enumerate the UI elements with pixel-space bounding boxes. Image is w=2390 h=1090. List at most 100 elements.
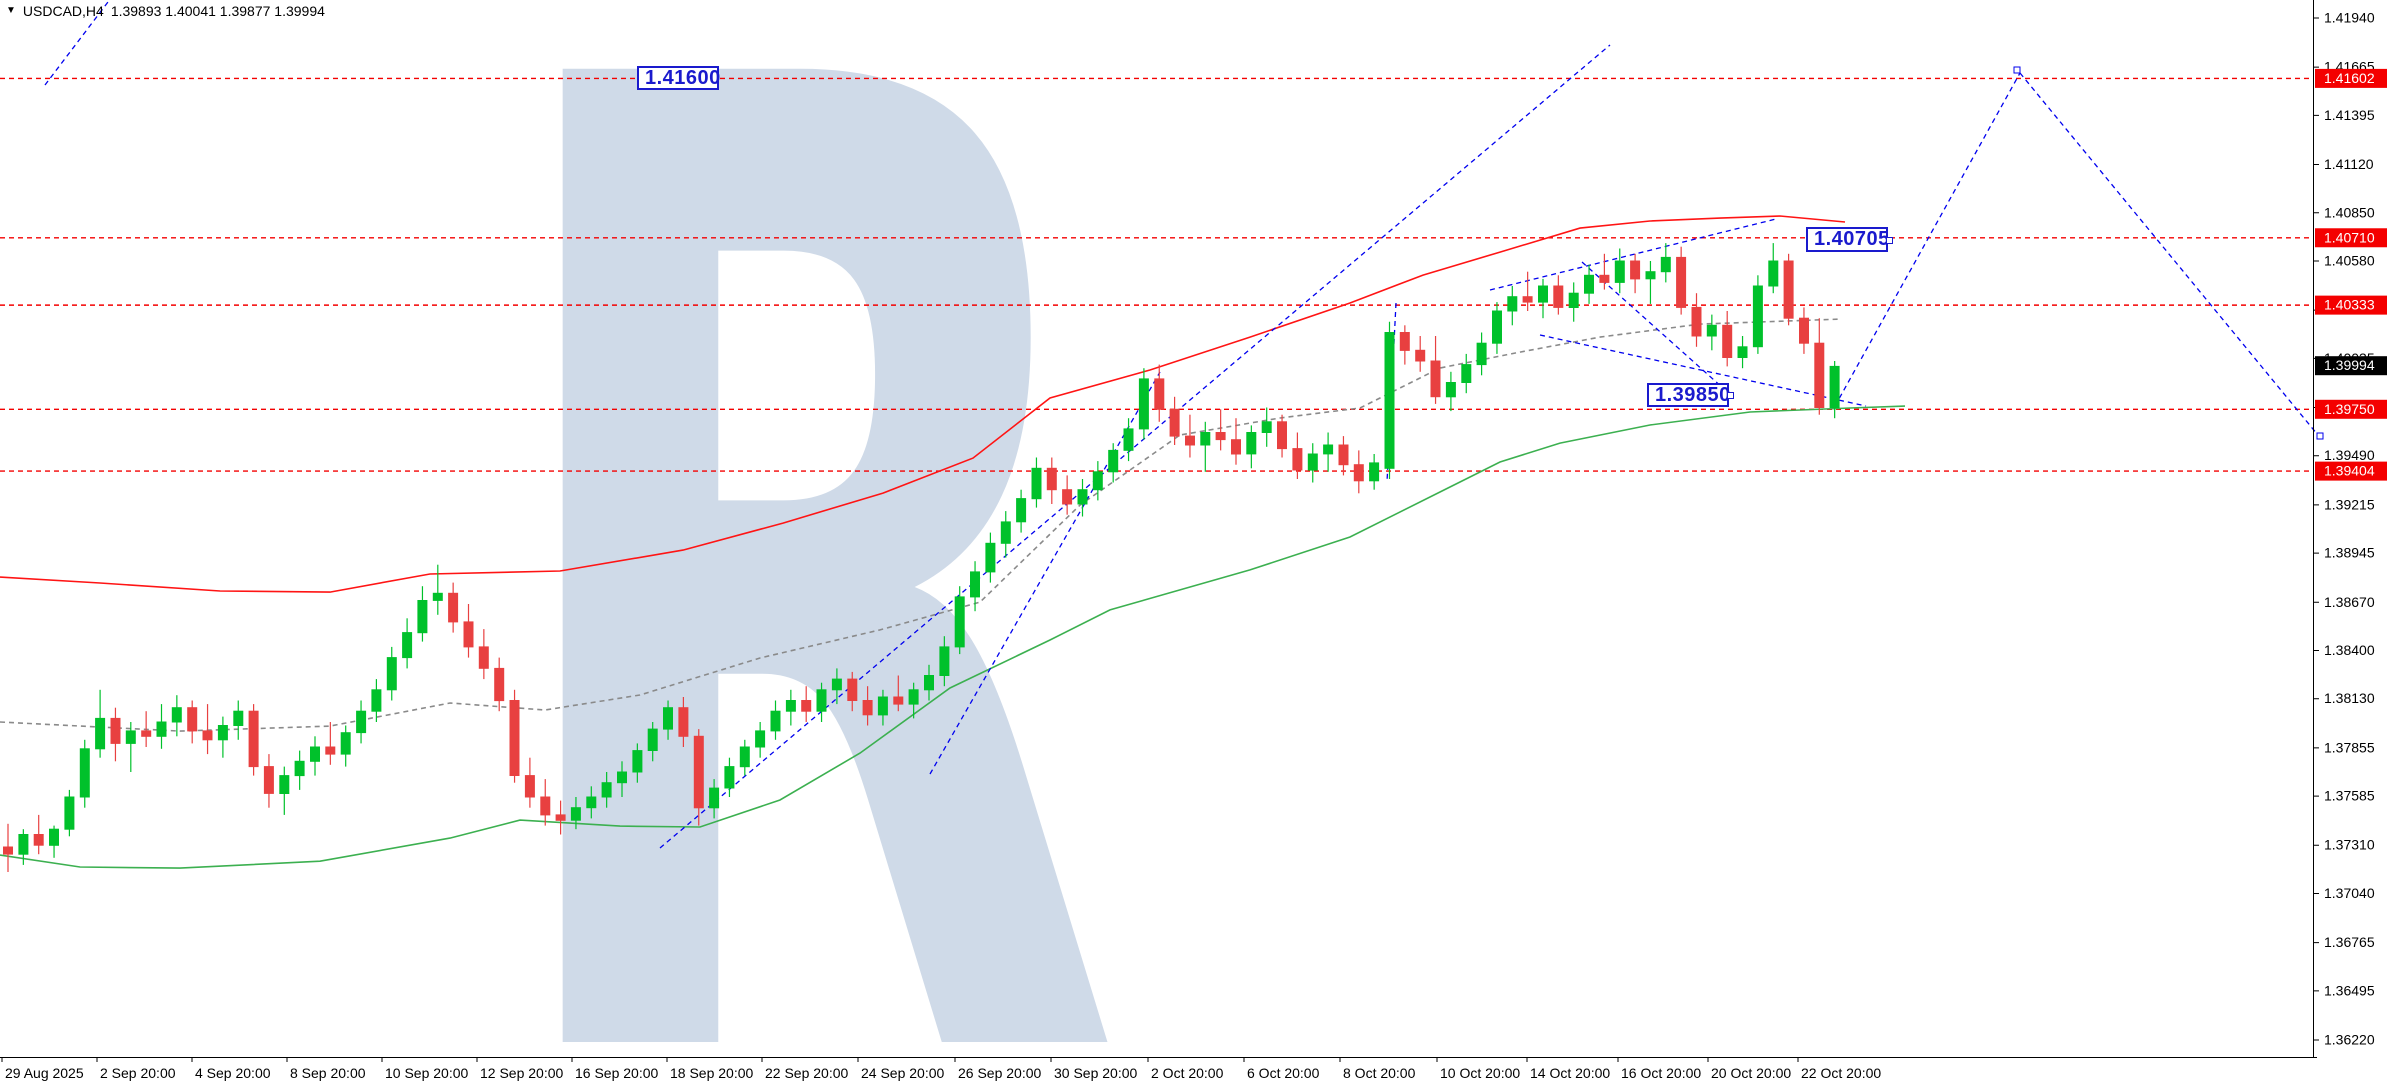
y-axis-label: 1.41120	[2324, 156, 2374, 172]
candle-body	[709, 787, 720, 809]
x-axis-label: 22 Sep 20:00	[765, 1065, 849, 1081]
x-axis-label: 14 Oct 20:00	[1530, 1065, 1610, 1081]
ma-upper-red	[0, 215, 1846, 593]
x-axis-label: 29 Aug 2025	[5, 1065, 84, 1081]
y-axis-label: 1.40850	[2324, 204, 2375, 220]
price-scale[interactable]	[2314, 0, 2390, 1057]
candle-body	[1783, 260, 1794, 319]
trendline[interactable]	[1834, 72, 2021, 407]
symbol-label: USDCAD,H4	[22, 3, 104, 19]
candle-body	[1507, 296, 1518, 312]
trendline[interactable]	[1539, 334, 1867, 407]
y-axis-label: 1.39490	[2324, 447, 2375, 463]
candle-body	[1154, 378, 1165, 410]
chart-title: ▼ USDCAD,H4 1.39893 1.40041 1.39877 1.39…	[6, 3, 325, 19]
candle-body	[570, 807, 581, 821]
price-annotation-1.41600[interactable]: 1.41600	[637, 66, 720, 90]
candle-body	[877, 696, 888, 716]
candle-body	[893, 696, 904, 705]
candle-body	[1568, 292, 1579, 309]
price-annotation-1.39850[interactable]: 1.39850	[1647, 383, 1734, 407]
y-axis-label: 1.41395	[2324, 107, 2375, 123]
candle-body	[770, 710, 781, 732]
candle-body	[233, 710, 244, 727]
x-axis-label: 10 Oct 20:00	[1440, 1065, 1520, 1081]
candle-body	[432, 592, 443, 601]
candle-body	[356, 710, 367, 734]
candle-body	[1200, 432, 1211, 446]
candle-body	[187, 707, 198, 732]
candle-body	[939, 646, 950, 677]
x-axis-label: 10 Sep 20:00	[385, 1065, 469, 1081]
ohlc-values: 1.39893 1.40041 1.39877 1.39994	[110, 3, 325, 19]
candle-body	[801, 700, 812, 712]
candle-body	[1323, 444, 1334, 455]
candle-body	[294, 760, 305, 777]
candle-body	[33, 834, 44, 846]
level-price-badge-text: 1.39750	[2324, 401, 2375, 417]
y-axis-label: 1.37855	[2324, 739, 2375, 755]
candle-body	[1215, 432, 1226, 441]
x-axis-label: 12 Sep 20:00	[480, 1065, 564, 1081]
symbol-dropdown-icon[interactable]: ▼	[6, 5, 16, 16]
candle-body	[371, 689, 382, 712]
level-price-badge-text: 1.39404	[2324, 463, 2375, 479]
x-axis-label: 22 Oct 20:00	[1801, 1065, 1881, 1081]
y-axis-label: 1.36495	[2324, 982, 2375, 998]
candle-body	[325, 746, 336, 755]
candle-body	[1169, 408, 1180, 437]
annotation-text: 1.40705	[1814, 228, 1890, 250]
candle-body	[1799, 317, 1809, 344]
y-axis-label: 1.39215	[2324, 496, 2375, 512]
candle-body	[340, 732, 351, 755]
candle-body	[1461, 364, 1472, 384]
annotation-handle[interactable]	[1727, 392, 1734, 399]
time-scale[interactable]	[0, 1058, 2390, 1090]
annotation-handle[interactable]	[1886, 236, 1893, 244]
trendline[interactable]	[2019, 72, 2323, 441]
candle-body	[1292, 448, 1303, 471]
candle-body	[693, 735, 704, 809]
candle-body	[1062, 489, 1073, 505]
current-price-badge-text: 1.39994	[2324, 357, 2375, 373]
trendline[interactable]	[659, 44, 1611, 849]
y-axis-label: 1.36220	[2324, 1032, 2375, 1048]
candle-body	[1706, 324, 1717, 337]
candle-body	[49, 828, 59, 846]
candle-body	[1307, 453, 1318, 471]
candle-body	[463, 621, 474, 648]
candle-body	[3, 846, 13, 855]
x-axis-label: 24 Sep 20:00	[861, 1065, 945, 1081]
trendline-handle[interactable]	[2013, 66, 2021, 74]
candle-body	[1445, 382, 1456, 398]
candle-body	[1353, 464, 1364, 482]
candle-body	[1384, 332, 1395, 469]
y-axis-label: 1.37310	[2324, 837, 2375, 853]
y-axis-label: 1.37585	[2324, 788, 2375, 804]
candle-body	[1261, 421, 1272, 433]
candle-body	[1722, 324, 1733, 358]
level-price-badge-text: 1.40710	[2324, 229, 2375, 245]
candle-body	[1046, 467, 1057, 491]
candle-body	[1016, 498, 1027, 523]
candle-body	[755, 730, 766, 748]
trendline[interactable]	[1581, 261, 1734, 398]
level-price-badge	[2315, 68, 2387, 88]
candle-body	[1123, 428, 1134, 451]
candle-body	[663, 707, 673, 730]
candle-body	[678, 707, 689, 737]
trendline-handle[interactable]	[2316, 432, 2324, 440]
candle-body	[586, 796, 597, 809]
candle-body	[1768, 260, 1779, 287]
level-price-badge	[2315, 399, 2387, 419]
candle-body	[248, 710, 259, 768]
candle-body	[79, 748, 90, 798]
trendline[interactable]	[1489, 218, 1777, 291]
price-annotation-1.40705[interactable]: 1.40705	[1806, 227, 1893, 252]
candle-body	[924, 675, 934, 691]
level-price-badge-text: 1.41602	[2324, 70, 2375, 86]
candle-body	[1584, 274, 1594, 294]
candle-body	[785, 700, 796, 712]
candle-body	[847, 678, 858, 701]
